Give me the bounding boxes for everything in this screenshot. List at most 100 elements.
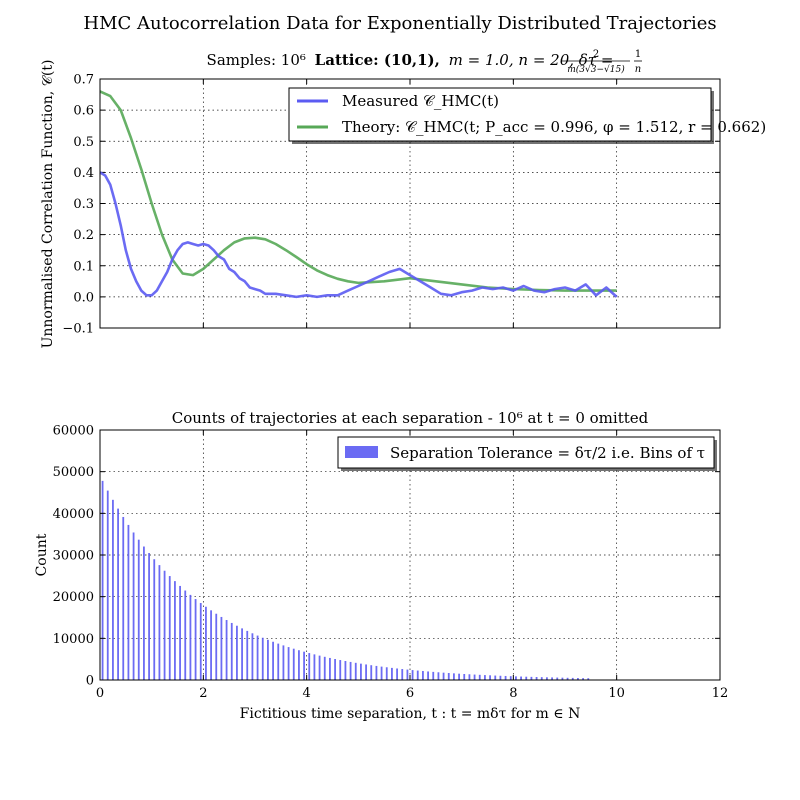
count-bar	[137, 539, 140, 680]
bottom-ytick-label: 10000	[53, 632, 94, 647]
bottom-chart-title: Counts of trajectories at each separatio…	[172, 409, 649, 427]
top-ytick-label: 0.7	[73, 73, 94, 88]
count-bar	[463, 673, 466, 680]
count-bar	[158, 565, 161, 680]
bottom-chart-ylabel: Count	[34, 533, 50, 576]
bottom-xtick-label: 8	[509, 686, 517, 701]
count-bar	[494, 675, 497, 680]
count-bar	[256, 635, 259, 680]
count-bar	[566, 677, 569, 680]
count-bar	[220, 616, 223, 680]
count-bar	[112, 499, 114, 680]
count-bar	[401, 669, 404, 680]
bottom-chart-bars	[101, 480, 590, 680]
count-bar	[303, 651, 305, 680]
count-bar	[432, 671, 435, 680]
bottom-legend-box	[337, 436, 715, 469]
count-bar	[179, 585, 181, 680]
count-bar	[194, 599, 197, 680]
count-bar	[277, 643, 280, 680]
count-bar	[453, 673, 455, 680]
count-bar	[411, 670, 414, 680]
count-bar	[478, 674, 481, 680]
count-bar	[168, 576, 171, 680]
count-bar	[525, 676, 528, 680]
legend-label-theory: Theory: 𝒞_HMC(t; P_acc = 0.996, φ = 1.51…	[342, 118, 766, 136]
bottom-xtick-label: 4	[303, 686, 311, 701]
title-fraction-1: 2 m(3√3−√15)	[562, 49, 630, 75]
title-lattice: Lattice: (10,1),	[315, 51, 440, 69]
count-bar	[267, 639, 269, 680]
count-bar	[530, 676, 533, 680]
count-bar	[143, 546, 145, 680]
count-bar	[215, 613, 218, 680]
bottom-chart-legend: Separation Tolerance = δτ/2 i.e. Bins of…	[337, 436, 717, 471]
count-bar	[210, 610, 212, 680]
count-bar	[127, 524, 130, 680]
count-bar	[499, 675, 502, 680]
count-bar	[132, 532, 135, 680]
trajectory-count-chart: Counts of trajectories at each separatio…	[34, 409, 728, 722]
count-bar	[385, 667, 388, 680]
count-bar	[282, 645, 285, 680]
count-bar	[225, 620, 228, 680]
count-bar	[515, 676, 517, 680]
count-bar	[251, 633, 254, 680]
top-chart-y-ticks: −0.1 0.0 0.1 0.2 0.3 0.4 0.5 0.6 0.7	[62, 73, 720, 337]
top-ytick-label: 0.1	[73, 259, 94, 274]
bottom-ytick-label: 0	[86, 674, 94, 689]
legend-label-measured: Measured 𝒞_HMC(t)	[342, 92, 499, 110]
count-bar	[582, 678, 584, 680]
series-line-measured	[99, 171, 618, 299]
count-bar	[406, 669, 409, 680]
frac1-den: m(3√3−√15)	[567, 64, 625, 75]
count-bar	[148, 553, 150, 680]
count-bar	[349, 661, 352, 680]
count-bar	[551, 677, 553, 680]
count-bar	[370, 665, 373, 680]
count-bar	[318, 655, 321, 680]
count-bar	[261, 637, 264, 680]
count-bar	[174, 581, 176, 680]
count-bar	[189, 594, 192, 680]
count-bar	[184, 590, 187, 680]
bottom-chart-grid	[100, 430, 720, 680]
top-chart-series	[99, 90, 618, 299]
count-bar	[561, 677, 564, 680]
count-bar	[199, 602, 202, 680]
frac2-num: 1	[635, 49, 641, 60]
count-bar	[468, 674, 471, 680]
legend-box	[288, 87, 712, 142]
bottom-chart-xlabel: Fictitious time separation, t : t = mδτ …	[240, 706, 581, 722]
frac2-den: n	[635, 64, 641, 75]
count-bar	[230, 622, 233, 680]
bottom-xtick-label: 6	[406, 686, 414, 701]
top-chart-frame	[99, 78, 721, 329]
count-bar	[122, 516, 125, 680]
top-chart-ylabel: Unnormalised Correlation Function, 𝒞(t)	[40, 60, 56, 349]
count-bar	[380, 666, 383, 680]
count-bar	[163, 570, 166, 680]
count-bar	[535, 677, 538, 680]
autocorrelation-chart: Samples: 10⁶ Lattice: (10,1), m = 1.0, n…	[40, 49, 766, 348]
count-bar	[272, 641, 274, 680]
series-line-theory	[99, 90, 617, 292]
count-bar	[556, 677, 559, 680]
bottom-chart-frame	[99, 429, 721, 681]
count-bar	[334, 659, 336, 680]
count-bar	[360, 663, 362, 680]
count-bar	[587, 678, 590, 680]
top-chart-legend: Measured 𝒞_HMC(t) Theory: 𝒞_HMC(t; P_acc…	[288, 87, 766, 144]
count-bar	[153, 559, 156, 680]
count-bar	[323, 656, 326, 680]
count-bar	[308, 653, 311, 680]
count-bar	[447, 673, 450, 680]
count-bar	[396, 668, 398, 680]
top-ytick-label: 0.0	[73, 290, 94, 305]
count-bar	[354, 662, 357, 680]
top-ytick-label: −0.1	[62, 322, 94, 337]
count-bar	[437, 672, 440, 680]
bottom-ytick-label: 30000	[53, 549, 94, 564]
count-bar	[427, 671, 429, 680]
count-bar	[489, 675, 491, 680]
